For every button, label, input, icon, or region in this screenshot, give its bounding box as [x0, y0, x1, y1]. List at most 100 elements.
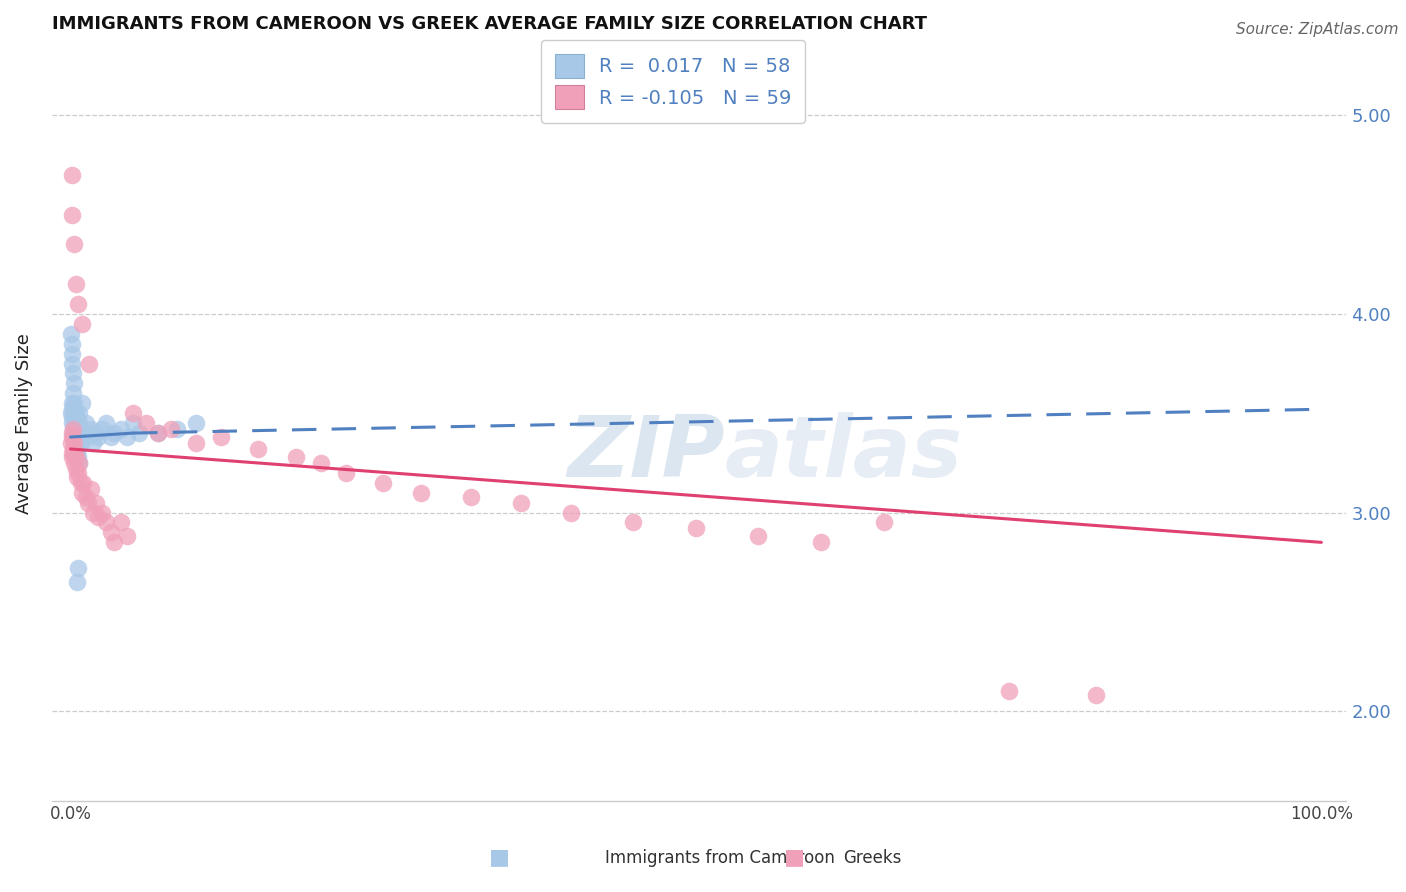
Point: [146, 426, 169, 441]
Point: [184, 436, 207, 450]
Point: [82, 506, 104, 520]
Point: [110, 422, 132, 436]
Point: [66, 422, 89, 436]
Point: [62, 426, 84, 441]
Point: [60, 436, 83, 450]
Point: [87, 509, 110, 524]
Point: [747, 529, 769, 543]
Point: [63, 416, 86, 430]
Point: [60, 450, 83, 464]
Point: [60, 336, 83, 351]
Point: [66, 442, 89, 456]
Point: [63, 442, 86, 456]
Point: [460, 490, 482, 504]
Point: [373, 475, 395, 490]
Point: [66, 575, 89, 590]
Point: [62, 422, 84, 436]
Point: [209, 430, 232, 444]
Point: [94, 516, 117, 530]
Point: [66, 430, 89, 444]
Point: [60, 416, 83, 430]
Point: [77, 357, 100, 371]
Point: [67, 416, 90, 430]
Point: [62, 376, 84, 391]
Point: [60, 406, 83, 420]
Point: [115, 529, 138, 543]
Point: [70, 317, 93, 331]
Point: [90, 506, 112, 520]
Point: [77, 430, 100, 444]
Point: [166, 422, 188, 436]
Point: [60, 208, 83, 222]
Point: [66, 470, 89, 484]
Point: [79, 482, 101, 496]
Text: Source: ZipAtlas.com: Source: ZipAtlas.com: [1236, 22, 1399, 37]
Point: [69, 475, 91, 490]
Point: [82, 436, 104, 450]
Point: [60, 346, 83, 360]
Text: IMMIGRANTS FROM CAMEROON VS GREEK AVERAGE FAMILY SIZE CORRELATION CHART: IMMIGRANTS FROM CAMEROON VS GREEK AVERAG…: [52, 15, 927, 33]
Point: [62, 430, 84, 444]
Point: [63, 396, 86, 410]
Point: [103, 426, 125, 441]
Legend: R =  0.017   N = 58, R = -0.105   N = 59: R = 0.017 N = 58, R = -0.105 N = 59: [541, 40, 806, 123]
Point: [810, 535, 832, 549]
Point: [60, 426, 83, 441]
Point: [872, 516, 894, 530]
Point: [65, 446, 87, 460]
Point: [100, 525, 122, 540]
Point: [335, 466, 357, 480]
Point: [621, 516, 644, 530]
Text: ■: ■: [785, 847, 804, 867]
Point: [60, 396, 83, 410]
Point: [1085, 689, 1108, 703]
Point: [100, 430, 122, 444]
Point: [128, 426, 150, 441]
Point: [65, 462, 87, 476]
Point: [159, 422, 181, 436]
Point: [75, 490, 97, 504]
Point: [122, 406, 145, 420]
Point: [70, 485, 93, 500]
Point: [65, 406, 87, 420]
Point: [66, 466, 89, 480]
Point: [60, 326, 83, 341]
Point: [77, 495, 100, 509]
Y-axis label: Average Family Size: Average Family Size: [15, 333, 32, 514]
Point: [110, 516, 132, 530]
Point: [103, 535, 125, 549]
Point: [60, 168, 83, 182]
Text: ■: ■: [489, 847, 509, 867]
Point: [284, 450, 307, 464]
Point: [509, 495, 531, 509]
Point: [90, 422, 112, 436]
Point: [67, 456, 90, 470]
Point: [72, 475, 94, 490]
Point: [75, 416, 97, 430]
Point: [67, 456, 90, 470]
Point: [60, 410, 83, 425]
Point: [309, 456, 332, 470]
Point: [60, 402, 83, 417]
Point: [184, 416, 207, 430]
Point: [135, 416, 157, 430]
Point: [62, 436, 84, 450]
Point: [62, 386, 84, 401]
Point: [72, 426, 94, 441]
Point: [94, 416, 117, 430]
Point: [63, 436, 86, 450]
Point: [65, 430, 87, 444]
Point: [63, 456, 86, 470]
Point: [115, 430, 138, 444]
Point: [79, 422, 101, 436]
Text: Immigrants from Cameroon: Immigrants from Cameroon: [605, 849, 834, 867]
Point: [409, 485, 432, 500]
Point: [65, 426, 87, 441]
Text: Greeks: Greeks: [844, 849, 903, 867]
Text: ZIP: ZIP: [568, 412, 725, 495]
Point: [685, 521, 707, 535]
Point: [60, 446, 83, 460]
Point: [60, 357, 83, 371]
Point: [247, 442, 270, 456]
Point: [997, 684, 1019, 698]
